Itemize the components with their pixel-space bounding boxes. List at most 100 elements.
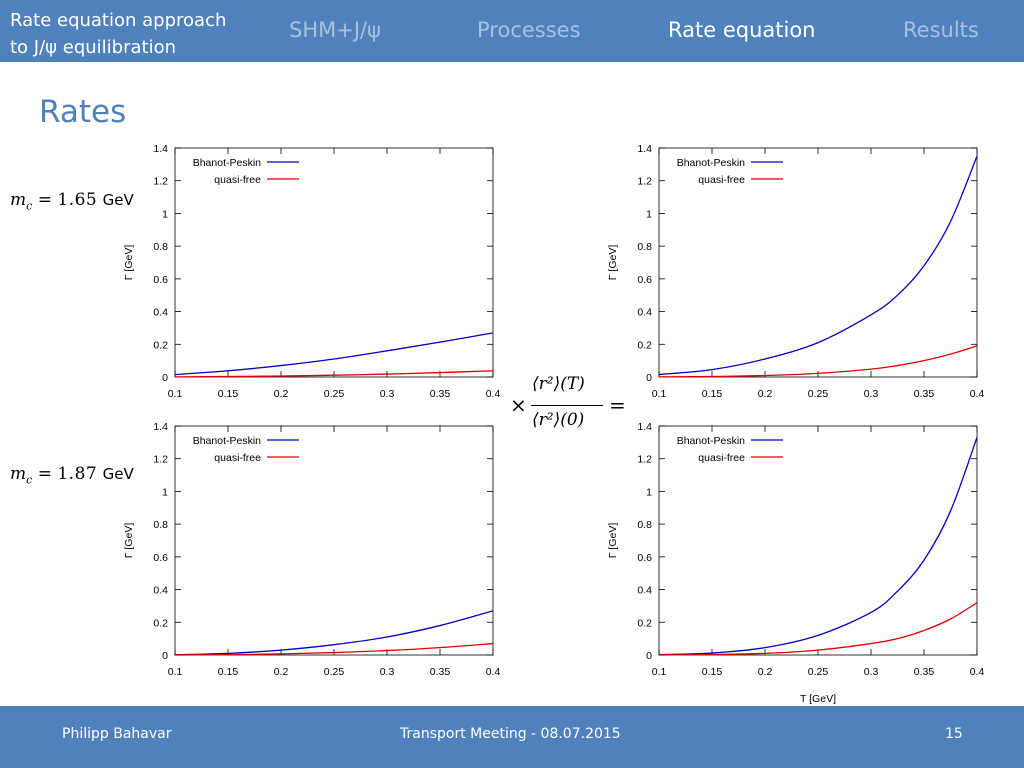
- footer-bar: Philipp Bahavar Transport Meeting - 08.0…: [0, 706, 1024, 768]
- series-line-bhanot-peskin: [658, 437, 978, 656]
- y-tick-label: 0.8: [153, 519, 168, 531]
- presentation-title-line1: Rate equation approach: [10, 10, 227, 31]
- y-tick-label: 0.2: [153, 617, 168, 629]
- y-tick-label: 0: [162, 650, 168, 662]
- y-axis-label: Γ [GeV]: [123, 523, 135, 559]
- footer-event: Transport Meeting - 08.07.2015: [400, 726, 621, 742]
- y-tick-label: 1.4: [637, 143, 652, 155]
- y-tick-label: 0: [646, 372, 652, 384]
- mass-symbol: m: [10, 190, 27, 210]
- y-tick-label: 1: [162, 486, 168, 498]
- chart-top-right: 0.1 0.15 0.2 0.25 0.3 0.35 0.4 0 0.2 0.4 0.6 0.8 1 1.…: [607, 143, 984, 400]
- y-tick-label: 1: [162, 208, 168, 220]
- x-tick-label: 0.3: [864, 666, 879, 678]
- y-tick-label: 1.2: [637, 176, 652, 188]
- mass-label-2: mc = 1.87 GeV: [10, 464, 134, 486]
- y-axis-label: Γ [GeV]: [123, 245, 135, 281]
- y-tick-label: 0.4: [637, 307, 652, 319]
- fraction-bar: [531, 405, 603, 406]
- x-axis-label: T [GeV]: [800, 693, 836, 705]
- series-line-quasi-free: [658, 345, 978, 378]
- mass-symbol: m: [10, 464, 27, 484]
- x-tick-label: 0.35: [430, 388, 451, 400]
- y-tick-label: 0.4: [637, 585, 652, 597]
- series-line-bhanot-peskin: [174, 332, 494, 376]
- x-tick-label: 0.15: [702, 388, 723, 400]
- x-tick-label: 0.3: [864, 388, 879, 400]
- chart-bottom-left: 0.1 0.15 0.2 0.25 0.3 0.35 0.4 0 0.2 0.4 0.6 0.8 1 1.…: [123, 421, 501, 678]
- formula-numerator: ⟨r²⟩(T): [532, 374, 585, 394]
- mass-unit: GeV: [102, 191, 134, 209]
- legend-label: Bhanot-Peskin: [677, 157, 745, 169]
- nav-shm-jpsi[interactable]: SHM+J/ψ: [289, 18, 381, 42]
- legend-label: quasi-free: [214, 452, 261, 464]
- x-tick-label: 0.25: [324, 388, 345, 400]
- y-tick-label: 0.8: [153, 241, 168, 253]
- y-tick-label: 0.6: [637, 274, 652, 286]
- y-tick-label: 1.4: [153, 143, 168, 155]
- x-tick-label: 0.4: [486, 388, 501, 400]
- series-line-quasi-free: [658, 602, 978, 656]
- formula-times: ×: [510, 393, 527, 417]
- nav-rate-equation[interactable]: Rate equation: [668, 18, 816, 42]
- x-tick-label: 0.2: [758, 388, 773, 400]
- mass-subscript: c: [26, 473, 33, 487]
- chart-top-left: 0.1 0.15 0.2 0.25 0.3 0.35 0.4 0 0.2 0.4 0.6 0.8 1 1.…: [123, 143, 501, 400]
- x-tick-label: 0.1: [168, 666, 183, 678]
- y-tick-label: 1.2: [637, 454, 652, 466]
- mass-subscript: c: [26, 199, 33, 213]
- y-tick-label: 1.2: [153, 454, 168, 466]
- series-line-bhanot-peskin: [658, 155, 978, 376]
- x-tick-label: 0.35: [914, 388, 935, 400]
- x-tick-label: 0.4: [970, 666, 985, 678]
- x-tick-label: 0.15: [702, 666, 723, 678]
- y-tick-label: 1.4: [153, 421, 168, 433]
- x-tick-label: 0.25: [808, 666, 829, 678]
- y-tick-label: 0.8: [637, 241, 652, 253]
- y-tick-label: 0.6: [153, 552, 168, 564]
- y-tick-label: 0.6: [153, 274, 168, 286]
- series-line-quasi-free: [174, 370, 494, 378]
- mass-equals: =: [37, 190, 52, 210]
- y-tick-label: 1.2: [153, 176, 168, 188]
- y-tick-label: 0.4: [153, 585, 168, 597]
- x-tick-label: 0.1: [652, 388, 667, 400]
- chart-bottom-right: 0.1 0.15 0.2 0.25 0.3 0.35 0.4 0 0.2 0.4 0.6 0.8 1 1.…: [607, 421, 985, 705]
- legend-label: quasi-free: [698, 452, 745, 464]
- x-tick-label: 0.3: [380, 388, 395, 400]
- legend-label: Bhanot-Peskin: [193, 157, 261, 169]
- mass-equals: =: [37, 464, 52, 484]
- formula-denominator: ⟨r²⟩(0): [532, 410, 585, 430]
- x-tick-label: 0.4: [486, 666, 501, 678]
- y-tick-label: 1.4: [637, 421, 652, 433]
- y-axis-label: Γ [GeV]: [607, 523, 619, 559]
- footer-author: Philipp Bahavar: [62, 726, 172, 742]
- y-tick-label: 0: [646, 650, 652, 662]
- presentation-title: Rate equation approach to J/ψ equilibrat…: [10, 7, 250, 61]
- footer-page-number: 15: [945, 726, 963, 742]
- radius-ratio-formula: × ⟨r²⟩(T) ⟨r²⟩(0) =: [510, 372, 632, 436]
- mass-value: 1.87: [57, 464, 98, 484]
- y-tick-label: 0: [162, 372, 168, 384]
- legend-label: quasi-free: [214, 174, 261, 186]
- x-tick-label: 0.2: [758, 666, 773, 678]
- legend-label: Bhanot-Peskin: [193, 435, 261, 447]
- presentation-title-line2: to J/ψ equilibration: [10, 37, 177, 58]
- slide-title: Rates: [39, 94, 127, 130]
- x-tick-label: 0.15: [218, 388, 239, 400]
- y-tick-label: 0.8: [637, 519, 652, 531]
- mass-unit: GeV: [102, 465, 134, 483]
- y-axis-label: Γ [GeV]: [607, 245, 619, 281]
- formula-equals: =: [609, 393, 626, 417]
- x-tick-label: 0.1: [652, 666, 667, 678]
- nav-processes[interactable]: Processes: [477, 18, 581, 42]
- y-tick-label: 0.2: [153, 339, 168, 351]
- nav-results[interactable]: Results: [903, 18, 979, 42]
- x-tick-label: 0.1: [168, 388, 183, 400]
- y-tick-label: 1: [646, 486, 652, 498]
- series-line-quasi-free: [174, 642, 494, 656]
- header-bar: Rate equation approach to J/ψ equilibrat…: [0, 0, 1024, 62]
- series-line-bhanot-peskin: [174, 610, 494, 656]
- x-tick-label: 0.35: [430, 666, 451, 678]
- y-tick-label: 0.2: [637, 617, 652, 629]
